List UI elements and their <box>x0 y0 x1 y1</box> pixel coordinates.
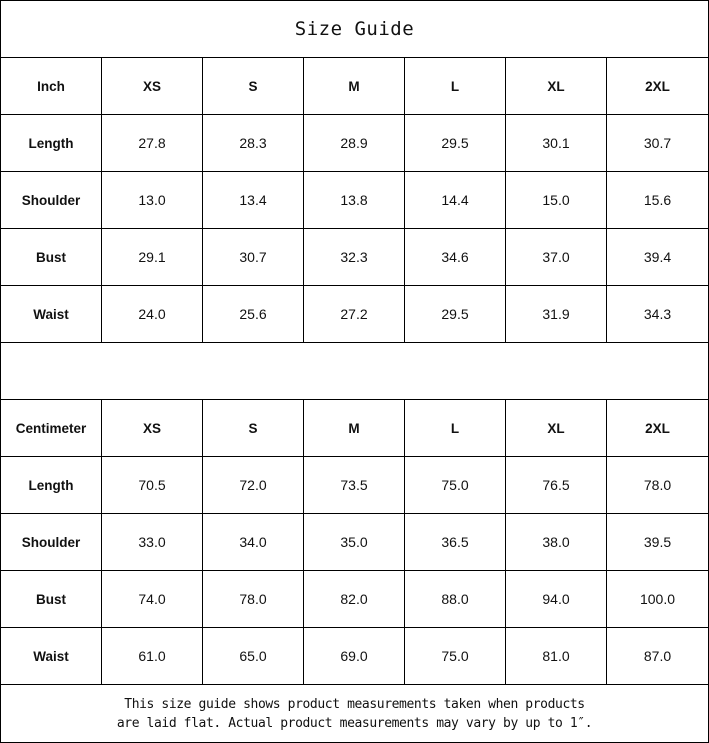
measurement-cell: 33.0 <box>102 514 203 570</box>
measurement-cell: 82.0 <box>304 571 405 627</box>
measurement-cell: 34.0 <box>203 514 304 570</box>
row-label: Length <box>1 115 102 171</box>
measurement-cell: 78.0 <box>203 571 304 627</box>
page-title: Size Guide <box>1 1 708 58</box>
unit-label: Centimeter <box>1 400 102 456</box>
measurement-cell: 73.5 <box>304 457 405 513</box>
size-header: M <box>304 58 405 114</box>
row-label: Bust <box>1 229 102 285</box>
table-row: Waist 24.0 25.6 27.2 29.5 31.9 34.3 <box>1 286 708 343</box>
measurement-cell: 28.9 <box>304 115 405 171</box>
measurement-cell: 70.5 <box>102 457 203 513</box>
measurement-cell: 37.0 <box>506 229 607 285</box>
size-header: XS <box>102 58 203 114</box>
measurement-cell: 94.0 <box>506 571 607 627</box>
size-header: XL <box>506 58 607 114</box>
measurement-cell: 76.5 <box>506 457 607 513</box>
measurement-cell: 28.3 <box>203 115 304 171</box>
unit-label: Inch <box>1 58 102 114</box>
size-header: 2XL <box>645 78 670 94</box>
table-row: Length 70.5 72.0 73.5 75.0 76.5 78.0 <box>1 457 708 514</box>
measurement-cell: 32.3 <box>304 229 405 285</box>
size-header: XS <box>102 400 203 456</box>
measurement-cell: 24.0 <box>102 286 203 342</box>
measurement-cell: 30.7 <box>203 229 304 285</box>
measurement-cell: 35.0 <box>304 514 405 570</box>
measurement-cell: 13.0 <box>102 172 203 228</box>
measurement-note: This size guide shows product measuremen… <box>1 685 708 742</box>
measurement-cell: 65.0 <box>203 628 304 684</box>
inch-table: Inch XS S M L XL 2XL Length 27.8 28.3 28.9 29.5 30.1… <box>1 58 708 343</box>
size-header: 2XL <box>645 420 670 436</box>
measurement-cell: 87.0 <box>643 648 672 664</box>
note-line-1: This size guide shows product measuremen… <box>124 696 585 712</box>
measurement-cell: 39.5 <box>643 534 672 550</box>
measurement-cell: 27.8 <box>102 115 203 171</box>
note-line-2: are laid flat. Actual product measuremen… <box>116 715 593 731</box>
table-spacer <box>1 343 708 400</box>
measurement-cell: 75.0 <box>405 457 506 513</box>
size-header: L <box>405 58 506 114</box>
table-row: Length 27.8 28.3 28.9 29.5 30.1 30.7 <box>1 115 708 172</box>
measurement-cell: 69.0 <box>304 628 405 684</box>
header-row: Centimeter XS S M L XL 2XL <box>1 400 708 457</box>
header-row: Inch XS S M L XL 2XL <box>1 58 708 115</box>
measurement-cell: 75.0 <box>405 628 506 684</box>
measurement-cell: 27.2 <box>304 286 405 342</box>
row-label: Length <box>1 457 102 513</box>
table-row: Waist 61.0 65.0 69.0 75.0 81.0 87.0 <box>1 628 708 685</box>
measurement-cell: 15.0 <box>506 172 607 228</box>
measurement-cell: 81.0 <box>506 628 607 684</box>
row-label: Waist <box>1 628 102 684</box>
measurement-cell: 31.9 <box>506 286 607 342</box>
measurement-cell: 29.1 <box>102 229 203 285</box>
measurement-cell: 15.6 <box>643 192 672 208</box>
table-row: Shoulder 33.0 34.0 35.0 36.5 38.0 39.5 <box>1 514 708 571</box>
centimeter-table: Centimeter XS S M L XL 2XL Length 70.5 72.0 73.5 75… <box>1 400 708 685</box>
measurement-cell: 13.4 <box>203 172 304 228</box>
size-header: L <box>405 400 506 456</box>
measurement-cell: 29.5 <box>405 115 506 171</box>
measurement-cell: 29.5 <box>405 286 506 342</box>
measurement-cell: 88.0 <box>405 571 506 627</box>
measurement-cell: 38.0 <box>506 514 607 570</box>
row-label: Waist <box>1 286 102 342</box>
measurement-cell: 14.4 <box>405 172 506 228</box>
measurement-cell: 34.6 <box>405 229 506 285</box>
measurement-cell: 78.0 <box>643 477 672 493</box>
row-label: Bust <box>1 571 102 627</box>
measurement-cell: 74.0 <box>102 571 203 627</box>
measurement-cell: 39.4 <box>643 249 672 265</box>
measurement-cell: 72.0 <box>203 457 304 513</box>
table-row: Bust 29.1 30.7 32.3 34.6 37.0 39.4 <box>1 229 708 286</box>
measurement-cell: 25.6 <box>203 286 304 342</box>
table-row: Shoulder 13.0 13.4 13.8 14.4 15.0 15.6 <box>1 172 708 229</box>
measurement-cell: 100.0 <box>639 591 676 607</box>
row-label: Shoulder <box>1 172 102 228</box>
size-header: S <box>203 400 304 456</box>
table-row: Bust 74.0 78.0 82.0 88.0 94.0 100.0 <box>1 571 708 628</box>
measurement-cell: 30.1 <box>506 115 607 171</box>
row-label: Shoulder <box>1 514 102 570</box>
measurement-cell: 13.8 <box>304 172 405 228</box>
measurement-cell: 30.7 <box>643 135 672 151</box>
size-header: XL <box>506 400 607 456</box>
measurement-cell: 61.0 <box>102 628 203 684</box>
size-header: M <box>304 400 405 456</box>
measurement-cell: 34.3 <box>643 306 672 322</box>
size-header: S <box>203 58 304 114</box>
measurement-cell: 36.5 <box>405 514 506 570</box>
